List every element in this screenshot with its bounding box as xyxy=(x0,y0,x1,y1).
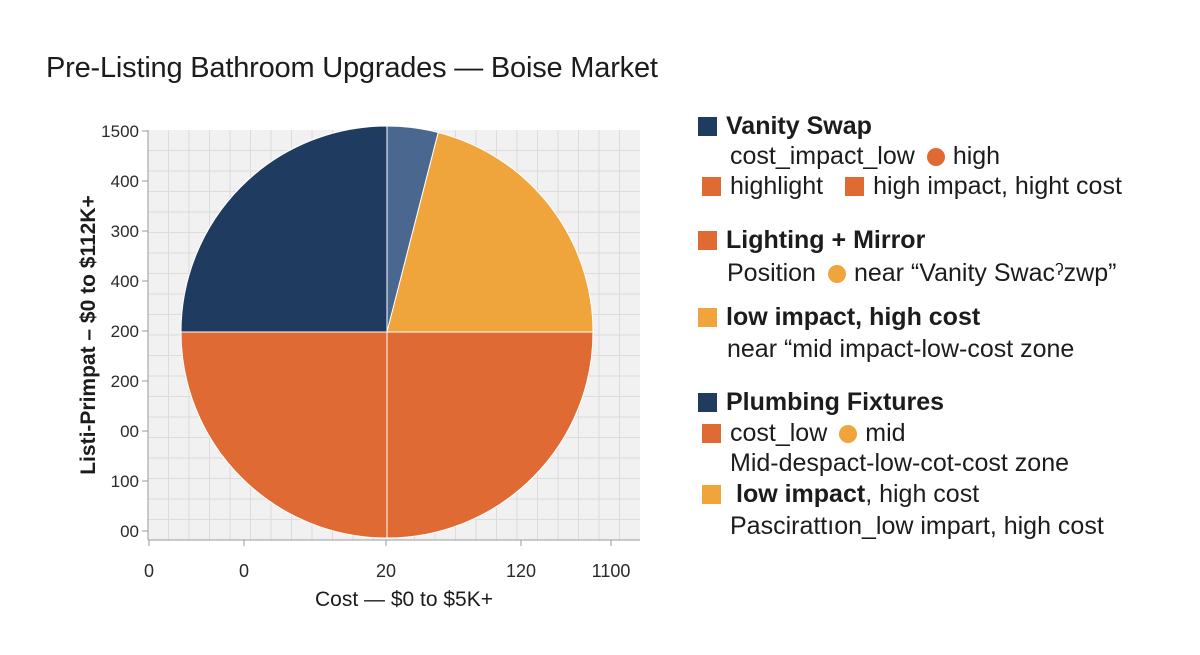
x-tick-label: 1100 xyxy=(592,561,631,581)
pie-slice-3 xyxy=(386,331,594,539)
y-axis-label: Listi-Primpat – $0 to $112K+ xyxy=(77,195,100,475)
x-axis-label: Cost — $0 to $5K+ xyxy=(315,588,493,611)
y-tick-label: 400 xyxy=(111,172,139,191)
y-tick-labels: 1500 400 300 400 200 200 00 100 00 xyxy=(101,122,148,541)
y-tick-label: 200 xyxy=(111,322,139,341)
x-tick-labels: 0 0 20 120 1100 xyxy=(144,540,630,581)
y-tick-label: 200 xyxy=(111,372,139,391)
pie-slice-4 xyxy=(180,331,388,539)
y-tick-label: 100 xyxy=(111,472,139,491)
y-tick-label: 400 xyxy=(111,272,139,291)
pie-slice-5 xyxy=(180,125,388,333)
y-tick-label: 300 xyxy=(111,222,139,241)
x-tick-label: 20 xyxy=(376,561,396,581)
y-tick-label: 00 xyxy=(120,522,139,541)
pie-slice-2 xyxy=(386,131,594,333)
x-tick-label: 0 xyxy=(144,561,154,581)
chart-title: Pre-Listing Bathroom Upgrades — Boise Ma… xyxy=(46,52,658,84)
pie-slices xyxy=(180,125,594,539)
y-tick-label: 00 xyxy=(120,422,139,441)
x-tick-label: 120 xyxy=(506,561,536,581)
y-tick-label: 1500 xyxy=(101,122,139,141)
x-tick-label: 0 xyxy=(239,561,249,581)
